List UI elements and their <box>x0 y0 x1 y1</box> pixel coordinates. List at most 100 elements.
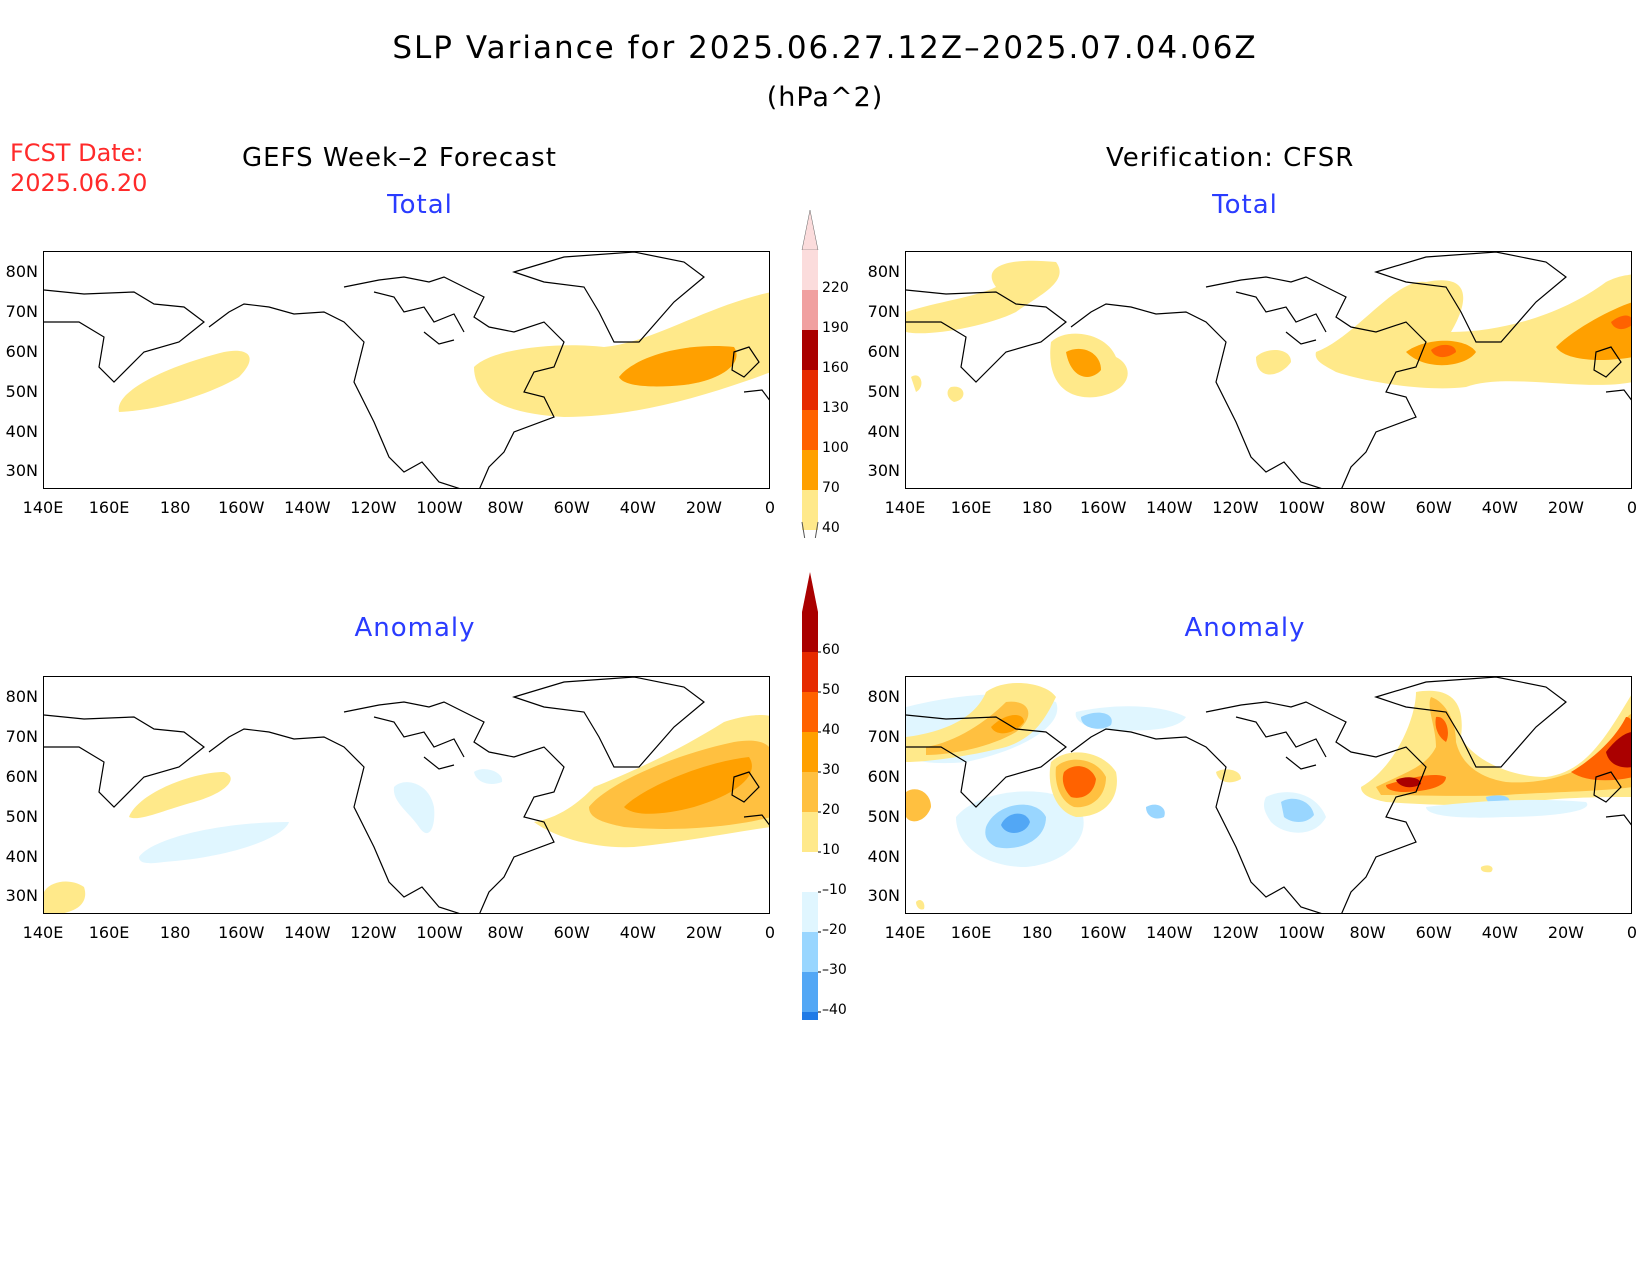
verification-anomaly-plot <box>906 677 1631 913</box>
colorbar-swatch <box>802 612 818 652</box>
coastlines <box>44 252 769 488</box>
coastline <box>1593 346 1631 401</box>
colorbar-swatch <box>802 812 818 852</box>
lon-tick-label: 100W <box>1278 498 1325 517</box>
colorbar-swatch <box>802 250 818 290</box>
lat-tick-label: 80N <box>5 262 38 281</box>
colorbar-tick-label: 50 <box>822 682 840 698</box>
coastline <box>512 677 705 768</box>
colorbar-tick-label: –30 <box>822 962 847 978</box>
colorbar-tick-label: 40 <box>822 520 840 536</box>
lon-tick-label: 140E <box>22 498 64 517</box>
coastline <box>1235 291 1327 345</box>
lat-tick-label: 80N <box>867 262 900 281</box>
coastline <box>906 289 1067 383</box>
lat-tick-label: 60N <box>5 767 38 786</box>
lon-tick-label: 80W <box>487 923 524 942</box>
lon-tick-label: 140E <box>884 923 926 942</box>
lon-tick-label: 160E <box>88 923 130 942</box>
lat-tick-label: 70N <box>5 302 38 321</box>
bl-panel-title: Anomaly <box>354 613 476 643</box>
coastlines <box>44 677 769 913</box>
lon-tick-label: 0 <box>1626 923 1638 942</box>
coastline <box>1070 303 1322 488</box>
lat-tick-label: 40N <box>867 422 900 441</box>
contour-fill <box>1256 350 1291 375</box>
colorbar-swatch <box>802 290 818 330</box>
lon-tick-label: 180 <box>1021 923 1053 942</box>
colorbar-swatch <box>802 410 818 450</box>
lon-tick-label: 40W <box>619 923 656 942</box>
tr-panel-title: Total <box>1212 190 1278 220</box>
contour-fill <box>1480 865 1493 873</box>
lon-tick-label: 140E <box>22 923 64 942</box>
coastlines <box>906 677 1631 913</box>
lon-tick-label: 20W <box>1547 498 1584 517</box>
shading <box>906 682 1631 910</box>
fcst-date-value: 2025.06.20 <box>10 169 148 197</box>
colorbar-tick-label: 70 <box>822 480 840 496</box>
coastline <box>373 716 465 770</box>
contour-fill <box>1001 813 1030 833</box>
contour-fill <box>619 346 737 387</box>
colorbar-tick-label: –20 <box>822 922 847 938</box>
right-column-header: Verification: CFSR <box>1106 143 1355 173</box>
contour-fill <box>474 769 503 784</box>
lon-tick-label: 20W <box>685 498 722 517</box>
verification-total-map <box>905 251 1632 489</box>
colorbar-tick-label: 30 <box>822 762 840 778</box>
contour-fill <box>1216 769 1241 783</box>
coastline <box>731 346 769 401</box>
contour-fill <box>624 757 752 814</box>
lat-tick-label: 70N <box>867 302 900 321</box>
colorbar-cap-top <box>801 209 819 251</box>
lon-tick-label: 160E <box>950 923 992 942</box>
lon-tick-label: 160E <box>88 498 130 517</box>
coastline <box>44 289 205 383</box>
lon-tick-label: 40W <box>619 498 656 517</box>
colorbar-swatch <box>802 370 818 410</box>
lat-tick-label: 30N <box>5 886 38 905</box>
colorbar-swatch <box>802 450 818 490</box>
lon-tick-label: 160W <box>1080 923 1127 942</box>
contour-fill <box>139 822 289 864</box>
coastline <box>343 276 565 488</box>
colorbar-swatch <box>802 732 818 772</box>
coastline <box>44 714 205 808</box>
anomaly-colorbar <box>802 572 821 1020</box>
colorbar-tick-label: 100 <box>822 440 849 456</box>
shading <box>44 715 769 913</box>
lat-tick-label: 40N <box>5 847 38 866</box>
br-panel-title: Anomaly <box>1184 613 1306 643</box>
lat-tick-label: 70N <box>867 727 900 746</box>
contour-fill <box>906 789 931 822</box>
coastline <box>1593 771 1631 826</box>
shading <box>906 260 1631 402</box>
colorbar-cap-top <box>802 572 818 612</box>
lon-tick-label: 80W <box>1349 923 1386 942</box>
coastline <box>1235 716 1327 770</box>
lon-tick-label: 40W <box>1481 498 1518 517</box>
fcst-date-label: FCST Date: 2025.06.20 <box>10 138 147 198</box>
lat-tick-label: 50N <box>867 807 900 826</box>
forecast-total-plot <box>44 252 769 488</box>
lon-tick-label: 140W <box>1146 923 1193 942</box>
coastline <box>906 714 1067 808</box>
lon-tick-label: 0 <box>1626 498 1638 517</box>
coastline <box>1374 677 1567 768</box>
colorbar-swatch <box>802 932 818 972</box>
contour-fill <box>1426 799 1588 818</box>
units-subtitle: (hPa^2) <box>766 82 884 113</box>
lon-tick-label: 160W <box>218 498 265 517</box>
lat-tick-label: 60N <box>867 767 900 786</box>
lon-tick-label: 140W <box>284 923 331 942</box>
total-colorbar <box>801 209 819 538</box>
lon-tick-label: 160W <box>1080 498 1127 517</box>
colorbar-swatch <box>802 330 818 370</box>
colorbar-tick-label: 130 <box>822 400 849 416</box>
colorbar-tick-label: 60 <box>822 642 840 658</box>
contour-fill <box>916 899 925 910</box>
contour-fill <box>1315 274 1631 389</box>
lat-tick-label: 80N <box>5 687 38 706</box>
colorbar-swatch <box>802 892 818 932</box>
